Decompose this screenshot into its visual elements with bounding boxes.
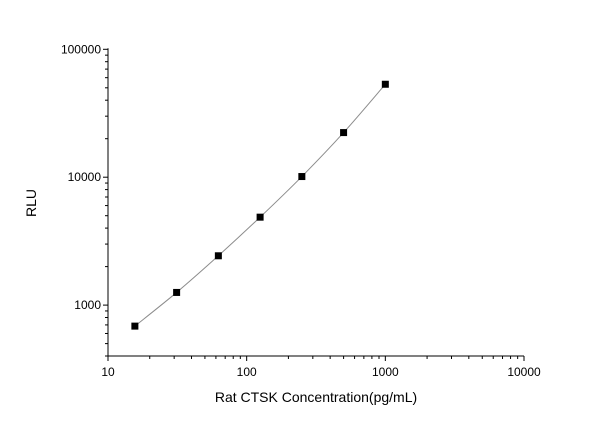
y-axis-label: RLU (23, 189, 39, 217)
data-point (214, 252, 222, 260)
x-tick-label: 10000 (507, 365, 541, 379)
y-tick-label: 1000 (74, 298, 101, 312)
x-tick-labels: 10 100 1000 10000 (101, 365, 541, 379)
data-point (381, 80, 389, 88)
x-tick-label: 10 (101, 365, 115, 379)
data-point (340, 129, 348, 137)
data-point (256, 213, 264, 221)
y-tick-label: 10000 (68, 170, 102, 184)
y-tick-label: 100000 (61, 42, 101, 56)
y-tick-labels: 1000 10000 100000 (61, 42, 101, 312)
fit-curve (134, 83, 386, 327)
data-point (173, 288, 181, 296)
data-point (298, 173, 306, 181)
data-points (131, 80, 389, 330)
data-point (131, 322, 139, 330)
x-tick-label: 1000 (372, 365, 399, 379)
x-axis-label: Rat CTSK Concentration(pg/mL) (215, 389, 417, 405)
x-tick-label: 100 (237, 365, 257, 379)
axes (103, 48, 525, 361)
